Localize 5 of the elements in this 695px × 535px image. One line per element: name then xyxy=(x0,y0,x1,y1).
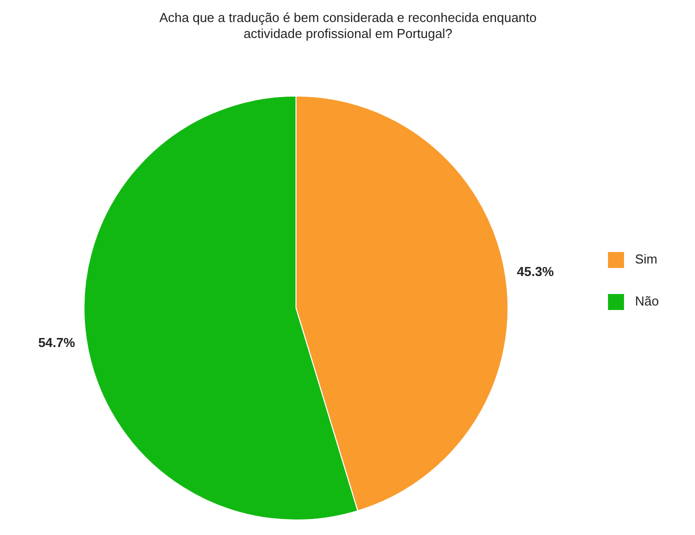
data-label: 45.3% xyxy=(516,264,554,279)
data-label: 54.7% xyxy=(38,335,76,350)
chart-title: Acha que a tradução é bem considerada e reconhecida enquanto actividade profissional em Portugal? xyxy=(159,10,537,41)
legend-label: Não xyxy=(635,293,659,308)
legend-label: Sim xyxy=(635,251,658,266)
